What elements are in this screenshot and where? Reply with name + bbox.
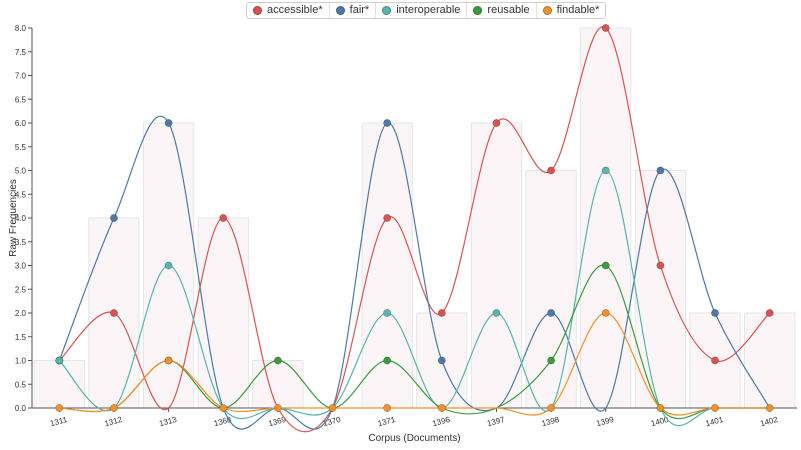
data-point — [383, 119, 392, 127]
y-tick-label: 5.5 — [15, 143, 27, 152]
x-axis-title: Corpus (Documents) — [368, 433, 460, 444]
x-tick-label: 1396 — [431, 415, 451, 428]
y-tick-label: 6.0 — [15, 119, 27, 128]
background-bar — [197, 217, 249, 409]
legend-swatch — [382, 6, 392, 15]
legend-item[interactable]: findable* — [537, 3, 606, 18]
data-point — [547, 356, 556, 365]
legend-swatch — [335, 6, 345, 15]
data-point — [601, 166, 610, 175]
background-bar — [634, 170, 687, 409]
x-tick-label: 1397 — [486, 415, 506, 428]
x-tick-label: 1400 — [650, 415, 670, 428]
data-point — [437, 309, 446, 317]
x-tick-label: 1401 — [705, 415, 725, 428]
legend-label: fair* — [349, 4, 370, 16]
background-bar — [744, 312, 796, 409]
data-point — [383, 404, 392, 412]
y-tick-label: 6.5 — [15, 95, 27, 104]
data-point — [711, 309, 719, 317]
y-tick-label: 3.5 — [15, 238, 27, 247]
legend-label: findable* — [556, 4, 600, 16]
data-point — [110, 214, 118, 222]
data-point — [492, 119, 501, 127]
data-point — [328, 404, 337, 412]
y-tick-label: 3.0 — [15, 262, 27, 271]
y-tick-label: 1.5 — [15, 333, 27, 342]
y-tick-label: 4.0 — [15, 214, 27, 223]
legend-item[interactable]: reusable — [467, 3, 537, 18]
series-points — [55, 24, 774, 412]
data-point — [273, 356, 282, 365]
x-tick-label: 1399 — [595, 415, 615, 428]
data-point — [164, 119, 173, 127]
data-point — [55, 356, 64, 365]
data-point — [55, 404, 64, 412]
data-point — [656, 261, 665, 270]
data-point — [656, 404, 665, 412]
legend-item[interactable]: accessible* — [247, 3, 330, 18]
y-tick-label: 1.0 — [15, 357, 27, 366]
legend-item[interactable]: interoperable — [376, 3, 468, 18]
data-point — [547, 309, 556, 317]
data-point — [547, 166, 556, 175]
data-point — [437, 356, 446, 365]
data-point — [492, 309, 501, 317]
data-point — [219, 404, 228, 412]
y-tick-label: 4.5 — [15, 190, 27, 199]
data-point — [601, 309, 610, 317]
y-tick-label: 2.5 — [15, 285, 27, 294]
data-point — [656, 166, 665, 175]
chart-legend: accessible* fair* interoperable reusable fin… — [246, 2, 607, 19]
data-point — [164, 356, 173, 365]
x-tick-label: 1311 — [49, 415, 68, 428]
background-bar — [470, 122, 523, 409]
y-tick-label: 2.0 — [15, 309, 27, 318]
data-point — [110, 309, 118, 317]
legend-label: accessible* — [267, 4, 323, 16]
data-point — [164, 261, 173, 270]
series-line — [58, 26, 771, 433]
data-point — [765, 404, 774, 412]
y-axis-title: Raw Frequencies — [8, 179, 19, 257]
data-point — [601, 261, 610, 270]
x-tick-label: 1371 — [377, 415, 397, 428]
background-bar — [252, 360, 304, 409]
data-point — [383, 356, 392, 365]
data-point — [711, 404, 719, 412]
series-line — [58, 115, 771, 430]
data-point — [601, 24, 610, 32]
y-tick-label: 8.0 — [15, 24, 27, 33]
series-line — [59, 312, 770, 416]
legend-item[interactable]: fair* — [330, 3, 377, 18]
series-line — [59, 264, 770, 420]
y-tick-label: 7.0 — [15, 72, 27, 81]
data-point — [273, 404, 282, 412]
background-bar — [525, 170, 577, 409]
data-point — [547, 404, 556, 412]
legend-swatch — [473, 6, 483, 15]
x-tick-label: 1402 — [759, 415, 779, 428]
legend-swatch — [542, 6, 552, 15]
y-tick-label: 0.5 — [15, 380, 27, 389]
data-point — [383, 214, 392, 222]
x-tick-label: 1369 — [267, 415, 287, 428]
y-tick-label: 0.0 — [15, 404, 27, 413]
legend-label: reusable — [487, 4, 530, 16]
data-point — [219, 214, 228, 222]
data-point — [437, 404, 446, 412]
data-point — [383, 309, 392, 317]
data-point — [110, 404, 118, 412]
x-tick-label: 1313 — [158, 415, 178, 428]
legend-label: interoperable — [396, 4, 461, 16]
x-tick-label: 1398 — [541, 415, 561, 428]
data-point — [711, 356, 719, 365]
legend-swatch — [253, 6, 262, 15]
y-tick-label: 5.0 — [15, 167, 27, 176]
y-tick-label: 7.5 — [15, 48, 27, 57]
x-tick-label: 1312 — [104, 415, 124, 428]
data-point — [765, 309, 774, 317]
